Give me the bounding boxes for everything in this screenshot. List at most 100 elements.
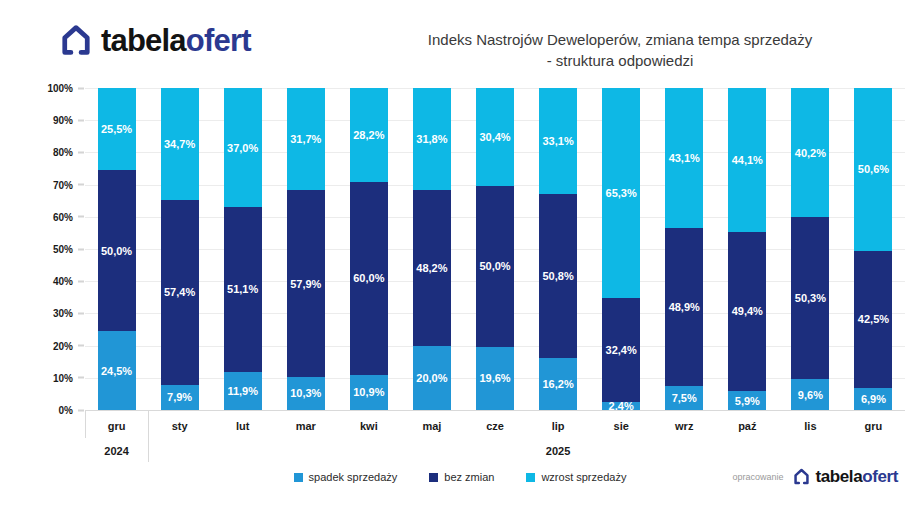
bar-segment-spadek-sprzedazy: 7,5% bbox=[665, 386, 703, 410]
logo-text-black: tabela bbox=[815, 467, 862, 486]
legend-item: bez zmian bbox=[429, 471, 494, 483]
stacked-bar: 7,9%57,4%34,7% bbox=[161, 88, 199, 410]
bar-value-label: 33,1% bbox=[542, 135, 573, 147]
attribution-label: opracowanie bbox=[732, 472, 783, 482]
bar-value-label: 57,4% bbox=[164, 286, 195, 298]
bar-value-label: 50,6% bbox=[858, 163, 889, 175]
bar-segment-wzrost-sprzedazy: 40,2% bbox=[791, 88, 829, 217]
legend-item: wzrost sprzedaży bbox=[526, 471, 626, 483]
bar-slot: 19,6% 50,0% 30,4% bbox=[463, 88, 526, 410]
x-axis-label: maj bbox=[400, 411, 463, 441]
y-tick: 40% bbox=[53, 276, 84, 287]
tabelaofert-logo: tabelaofert bbox=[58, 22, 251, 58]
bar-value-label: 24,5% bbox=[101, 365, 132, 377]
stacked-bar: 6,9%42,5%50,6% bbox=[854, 88, 892, 410]
x-axis-label: sty bbox=[148, 411, 211, 441]
logo-text-blue: ofert bbox=[862, 467, 898, 486]
bar-value-label: 10,3% bbox=[290, 387, 321, 399]
bar-value-label: 37,0% bbox=[227, 142, 258, 154]
bar-value-label: 65,3% bbox=[606, 187, 637, 199]
y-tick-label: 90% bbox=[53, 115, 73, 126]
bar-value-label: 43,1% bbox=[669, 152, 700, 164]
y-tick-label: 10% bbox=[53, 372, 73, 383]
y-axis: 100%90%80%70%60%50%40%30%20%10%0% bbox=[0, 88, 84, 410]
bar-slot: 10,9%60,0%28,2% bbox=[337, 88, 400, 410]
chart-title-line2: - struktura odpowiedzi bbox=[370, 50, 870, 71]
bar-slot: 7,9%57,4%34,7% bbox=[148, 88, 211, 410]
year-label-cell bbox=[842, 440, 905, 462]
logo-text-blue: ofert bbox=[186, 23, 251, 58]
stacked-bar: 11,9% 51,1% 37,0% bbox=[224, 88, 262, 410]
y-tick-mark bbox=[78, 409, 84, 411]
y-tick-label: 80% bbox=[53, 147, 73, 158]
bar-value-label: 51,1% bbox=[227, 283, 258, 295]
stacked-bar: 2,4% 32,4% 65,3% bbox=[602, 88, 640, 410]
bar-value-label: 31,7% bbox=[290, 133, 321, 145]
y-tick-mark bbox=[78, 151, 84, 153]
attribution: opracowanie tabelaofert bbox=[732, 467, 898, 486]
bar-segment-bez-zmian: 50,8% bbox=[539, 194, 577, 358]
bar-value-label: 48,9% bbox=[669, 301, 700, 313]
bar-value-label: 60,0% bbox=[353, 272, 384, 284]
bar-value-label: 32,4% bbox=[606, 344, 637, 356]
bar-slot: 11,9% 51,1% 37,0% bbox=[211, 88, 274, 410]
bar-value-label: 30,4% bbox=[479, 131, 510, 143]
bar-value-label: 28,2% bbox=[353, 129, 384, 141]
bar-segment-spadek-sprzedazy: 7,9% bbox=[161, 385, 199, 410]
bar-series: 24,5%50,0%25,5%7,9%57,4%34,7%11,9%51,1%3… bbox=[85, 88, 905, 410]
y-tick-mark bbox=[78, 184, 84, 186]
tabelaofert-logo-small: tabelaofert bbox=[792, 467, 898, 486]
legend-swatch bbox=[526, 473, 535, 482]
stacked-bar: 20,0%48,2%31,8% bbox=[413, 88, 451, 410]
bar-slot: 9,6% 50,3% 40,2% bbox=[779, 88, 842, 410]
bar-segment-spadek-sprzedazy: 10,3% bbox=[287, 377, 325, 410]
x-axis: grustylutmarkwimajczelipsiewrzpaźlisgru bbox=[85, 410, 905, 441]
bar-value-label: 11,9% bbox=[227, 385, 258, 397]
y-tick: 0% bbox=[59, 405, 84, 416]
y-tick: 80% bbox=[53, 147, 84, 158]
legend-swatch bbox=[294, 473, 303, 482]
y-tick-label: 50% bbox=[53, 244, 73, 255]
bar-segment-bez-zmian: 48,2% bbox=[413, 190, 451, 345]
y-tick: 90% bbox=[53, 115, 84, 126]
bar-segment-bez-zmian: 48,9% bbox=[665, 228, 703, 385]
bar-slot: 6,9%42,5%50,6% bbox=[842, 88, 905, 410]
bar-value-label: 44,1% bbox=[732, 154, 763, 166]
y-tick-label: 20% bbox=[53, 340, 73, 351]
year-label-cell bbox=[779, 440, 842, 462]
y-tick-mark bbox=[78, 280, 84, 282]
year-row: 20242025 bbox=[85, 440, 905, 462]
bar-segment-wzrost-sprzedazy: 44,1% bbox=[728, 88, 766, 232]
y-tick-label: 0% bbox=[59, 405, 73, 416]
x-axis-label: kwi bbox=[337, 411, 400, 441]
y-tick: 10% bbox=[53, 372, 84, 383]
x-axis-label: lis bbox=[779, 411, 842, 441]
house-icon bbox=[58, 22, 94, 58]
year-label: 2025 bbox=[527, 440, 590, 462]
logo-text-black: tabela bbox=[101, 23, 186, 58]
bar-segment-bez-zmian: 57,4% bbox=[161, 200, 199, 385]
y-tick-label: 30% bbox=[53, 308, 73, 319]
bar-value-label: 50,3% bbox=[795, 292, 826, 304]
bar-segment-wzrost-sprzedazy: 37,0% bbox=[224, 88, 262, 207]
bar-segment-bez-zmian: 50,0% bbox=[476, 186, 514, 347]
bar-segment-spadek-sprzedazy: 9,6% bbox=[791, 379, 829, 410]
bar-segment-wzrost-sprzedazy: 31,7% bbox=[287, 88, 325, 190]
stacked-bar: 5,9%49,4%44,1% bbox=[728, 88, 766, 410]
bar-slot: 24,5% 50,0% 25,5% bbox=[85, 88, 148, 410]
legend-item: spadek sprzedaży bbox=[294, 471, 398, 483]
y-tick: 20% bbox=[53, 340, 84, 351]
year-label-cell bbox=[653, 440, 716, 462]
bar-segment-wzrost-sprzedazy: 25,5% bbox=[98, 88, 136, 170]
y-tick-mark bbox=[78, 377, 84, 379]
year-label-cell bbox=[716, 440, 779, 462]
bar-segment-bez-zmian: 60,0% bbox=[350, 182, 388, 375]
y-tick-mark bbox=[78, 119, 84, 121]
bar-segment-spadek-sprzedazy: 2,4% bbox=[602, 402, 640, 410]
bar-value-label: 19,6% bbox=[479, 372, 510, 384]
bar-value-label: 50,0% bbox=[101, 245, 132, 257]
chart-title-line1: Indeks Nastrojów Deweloperów, zmiana tem… bbox=[370, 29, 870, 50]
x-axis-label: gru bbox=[85, 411, 148, 441]
bar-value-label: 40,2% bbox=[795, 147, 826, 159]
y-tick-label: 60% bbox=[53, 211, 73, 222]
